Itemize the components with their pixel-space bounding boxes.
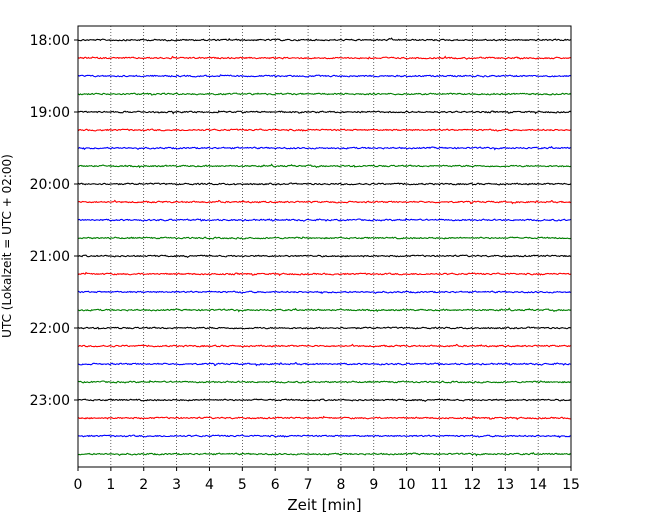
trace-line bbox=[77, 362, 571, 367]
y-tick-label: 23:00 bbox=[30, 393, 70, 409]
x-tick-label: 15 bbox=[562, 477, 580, 493]
y-tick-label: 22:00 bbox=[30, 321, 70, 337]
plot-frame bbox=[77, 25, 572, 468]
x-tick-label: 10 bbox=[398, 477, 416, 493]
trace-line bbox=[77, 128, 572, 132]
trace-line bbox=[77, 145, 571, 151]
trace-line bbox=[77, 307, 572, 313]
trace-line bbox=[77, 326, 571, 330]
trace-line bbox=[77, 451, 572, 457]
trace-line bbox=[77, 199, 572, 205]
trace-line bbox=[77, 415, 571, 421]
trace-group bbox=[77, 37, 572, 457]
y-axis: 18:00 19:00 20:00 21:00 22:00 23:00 bbox=[30, 33, 78, 409]
x-tick-label: 13 bbox=[496, 477, 514, 493]
trace-line bbox=[77, 236, 571, 240]
x-tick-label: 5 bbox=[238, 477, 247, 493]
trace-line bbox=[77, 92, 572, 96]
y-tick-label: 20:00 bbox=[30, 177, 70, 193]
x-tick-label: 0 bbox=[74, 477, 83, 493]
x-tick-label: 14 bbox=[529, 477, 547, 493]
trace-line bbox=[77, 37, 572, 42]
x-tick-label: 11 bbox=[431, 477, 449, 493]
x-tick-label: 6 bbox=[271, 477, 280, 493]
x-axis: 0 1 2 3 4 5 6 7 8 9 10 11 12 13 14 15 bbox=[74, 467, 580, 493]
trace-line bbox=[77, 398, 572, 402]
y-tick-label: 19:00 bbox=[30, 105, 70, 121]
x-tick-label: 4 bbox=[205, 477, 214, 493]
x-tick-label: 9 bbox=[369, 477, 378, 493]
trace-line bbox=[77, 343, 571, 348]
x-tick-label: 12 bbox=[463, 477, 481, 493]
x-axis-label: Zeit [min] bbox=[287, 496, 361, 514]
trace-line bbox=[77, 254, 571, 258]
trace-line bbox=[77, 110, 572, 115]
y-tick-label: 18:00 bbox=[30, 33, 70, 49]
y-tick-label: 21:00 bbox=[30, 249, 70, 265]
trace-line bbox=[77, 55, 572, 60]
trace-line bbox=[77, 163, 571, 169]
trace-line bbox=[77, 217, 572, 222]
x-tick-label: 1 bbox=[106, 477, 115, 493]
trace-line bbox=[77, 290, 572, 295]
x-tick-label: 7 bbox=[304, 477, 313, 493]
trace-line bbox=[77, 434, 571, 439]
trace-line bbox=[77, 74, 572, 78]
trace-line bbox=[77, 379, 571, 384]
y-axis-label: UTC (Lokalzeit = UTC + 02:00) bbox=[0, 154, 14, 338]
x-tick-label: 8 bbox=[336, 477, 345, 493]
x-tick-label: 3 bbox=[172, 477, 181, 493]
trace-line bbox=[77, 271, 572, 277]
x-tick-label: 2 bbox=[139, 477, 148, 493]
trace-line bbox=[77, 182, 572, 186]
